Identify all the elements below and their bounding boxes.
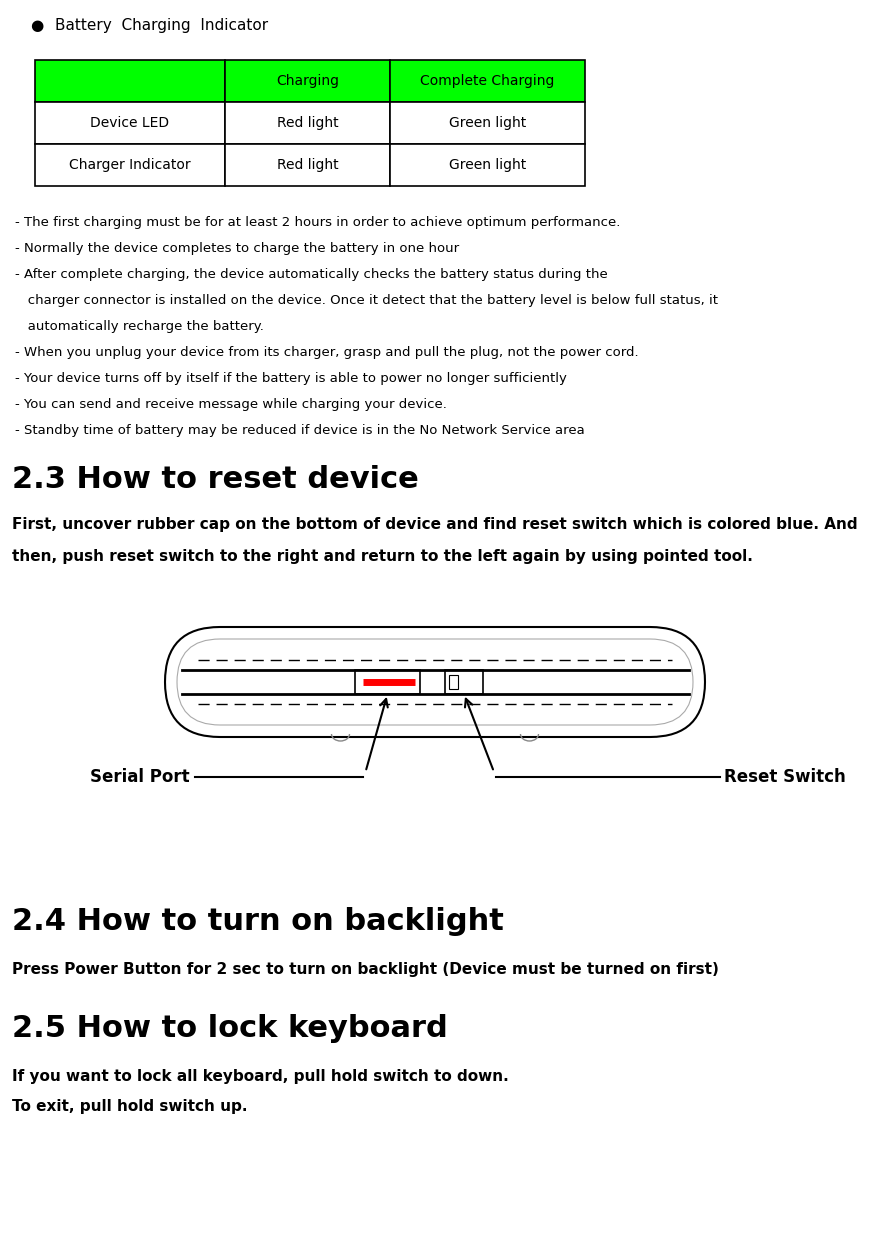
Bar xyxy=(445,670,483,694)
Text: - Normally the device completes to charge the battery in one hour: - Normally the device completes to charg… xyxy=(15,242,459,255)
Text: Battery  Charging  Indicator: Battery Charging Indicator xyxy=(55,18,268,33)
Bar xyxy=(35,60,225,102)
Text: charger connector is installed on the device. Once it detect that the battery le: charger connector is installed on the de… xyxy=(15,294,718,307)
Text: - Your device turns off by itself if the battery is able to power no longer suff: - Your device turns off by itself if the… xyxy=(15,372,567,386)
Text: Charging: Charging xyxy=(276,74,339,88)
Text: - After complete charging, the device automatically checks the battery status du: - After complete charging, the device au… xyxy=(15,268,608,281)
Text: First, uncover rubber cap on the bottom of device and find reset switch which is: First, uncover rubber cap on the bottom … xyxy=(12,517,858,532)
Text: automatically recharge the battery.: automatically recharge the battery. xyxy=(15,320,264,333)
Text: 2.4 How to turn on backlight: 2.4 How to turn on backlight xyxy=(12,907,504,936)
Text: Device LED: Device LED xyxy=(91,116,170,130)
Text: Green light: Green light xyxy=(449,158,526,173)
Text: 2.3 How to reset device: 2.3 How to reset device xyxy=(12,465,419,494)
Bar xyxy=(35,102,225,144)
Text: If you want to lock all keyboard, pull hold switch to down.: If you want to lock all keyboard, pull h… xyxy=(12,1068,509,1084)
Bar xyxy=(355,670,420,694)
Text: Reset Switch: Reset Switch xyxy=(724,769,846,786)
Bar xyxy=(449,675,458,689)
Text: Red light: Red light xyxy=(277,158,338,173)
Text: Complete Charging: Complete Charging xyxy=(421,74,555,88)
Text: - The first charging must be for at least 2 hours in order to achieve optimum pe: - The first charging must be for at leas… xyxy=(15,215,620,229)
Text: - Standby time of battery may be reduced if device is in the No Network Service : - Standby time of battery may be reduced… xyxy=(15,425,584,437)
Bar xyxy=(390,144,585,186)
Text: To exit, pull hold switch up.: To exit, pull hold switch up. xyxy=(12,1099,247,1114)
Text: - When you unplug your device from its charger, grasp and pull the plug, not the: - When you unplug your device from its c… xyxy=(15,346,638,359)
FancyArrowPatch shape xyxy=(366,699,388,770)
Text: Press Power Button for 2 sec to turn on backlight (Device must be turned on firs: Press Power Button for 2 sec to turn on … xyxy=(12,961,719,976)
Bar xyxy=(225,144,390,186)
Bar xyxy=(390,60,585,102)
FancyBboxPatch shape xyxy=(165,627,705,737)
Bar xyxy=(225,102,390,144)
Text: Charger Indicator: Charger Indicator xyxy=(69,158,191,173)
Bar xyxy=(225,60,390,102)
Bar xyxy=(390,102,585,144)
Text: Serial Port: Serial Port xyxy=(91,769,190,786)
Text: Red light: Red light xyxy=(277,116,338,130)
Text: then, push reset switch to the right and return to the left again by using point: then, push reset switch to the right and… xyxy=(12,549,753,564)
FancyArrowPatch shape xyxy=(465,699,493,770)
Text: ●: ● xyxy=(30,18,44,33)
Bar xyxy=(35,144,225,186)
Text: - You can send and receive message while charging your device.: - You can send and receive message while… xyxy=(15,398,447,411)
Text: 2.5 How to lock keyboard: 2.5 How to lock keyboard xyxy=(12,1014,448,1043)
Text: Green light: Green light xyxy=(449,116,526,130)
